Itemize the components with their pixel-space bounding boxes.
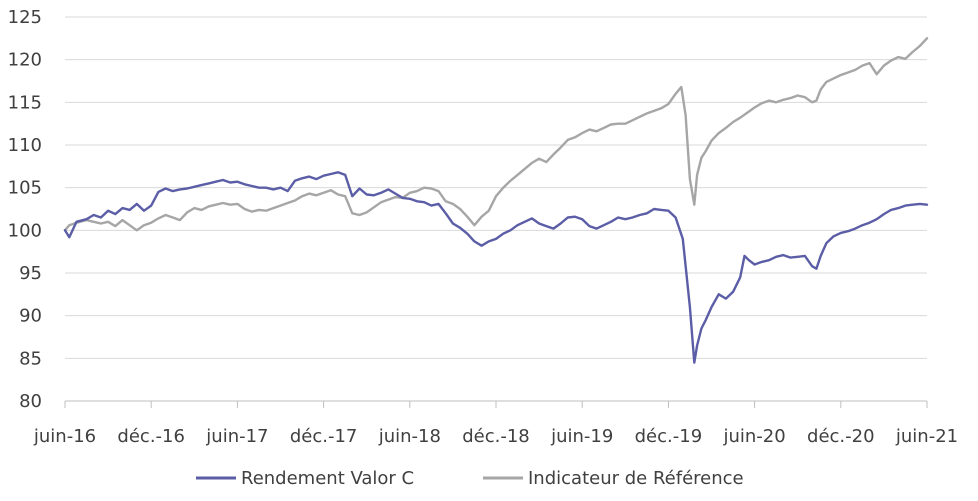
y-tick-label-95: 95 — [19, 263, 42, 284]
x-axis-tick-labels: juin-16 déc.-16 juin-17 déc.-17 juin-18 déc.-… — [33, 426, 958, 447]
x-tick-label-9: déc.-20 — [807, 426, 875, 447]
x-tick-label-6: juin-19 — [550, 426, 613, 447]
x-tick-label-2: juin-17 — [205, 426, 268, 447]
legend: Rendement Valor C Indicateur de Référence — [196, 468, 744, 489]
x-tick-label-7: déc.-19 — [635, 426, 703, 447]
y-tick-label-125: 125 — [8, 7, 42, 28]
gridlines — [65, 16, 927, 359]
series-lines — [63, 37, 929, 364]
y-tick-label-115: 115 — [8, 92, 42, 113]
legend-label-1: Indicateur de Référence — [528, 468, 744, 489]
y-tick-label-100: 100 — [8, 220, 42, 241]
x-tick-label-4: juin-18 — [378, 426, 441, 447]
y-tick-label-105: 105 — [8, 178, 42, 199]
series-line-1 — [63, 37, 929, 232]
series-line-0 — [63, 171, 929, 364]
x-tick-label-0: juin-16 — [33, 426, 96, 447]
x-tick-label-3: déc.-17 — [290, 426, 358, 447]
y-tick-label-110: 110 — [8, 135, 42, 156]
x-tick-label-10: juin-21 — [895, 426, 958, 447]
x-axis — [64, 400, 928, 408]
y-tick-label-85: 85 — [19, 348, 42, 369]
x-tick-label-1: déc.-16 — [117, 426, 185, 447]
y-tick-label-120: 120 — [8, 50, 42, 71]
y-axis-tick-labels: 80 85 90 95 100 105 110 115 120 125 — [8, 7, 42, 412]
legend-label-0: Rendement Valor C — [241, 468, 414, 489]
x-tick-label-5: déc.-18 — [462, 426, 530, 447]
y-tick-label-80: 80 — [19, 391, 42, 412]
y-tick-label-90: 90 — [19, 306, 42, 327]
x-tick-label-8: juin-20 — [722, 426, 785, 447]
